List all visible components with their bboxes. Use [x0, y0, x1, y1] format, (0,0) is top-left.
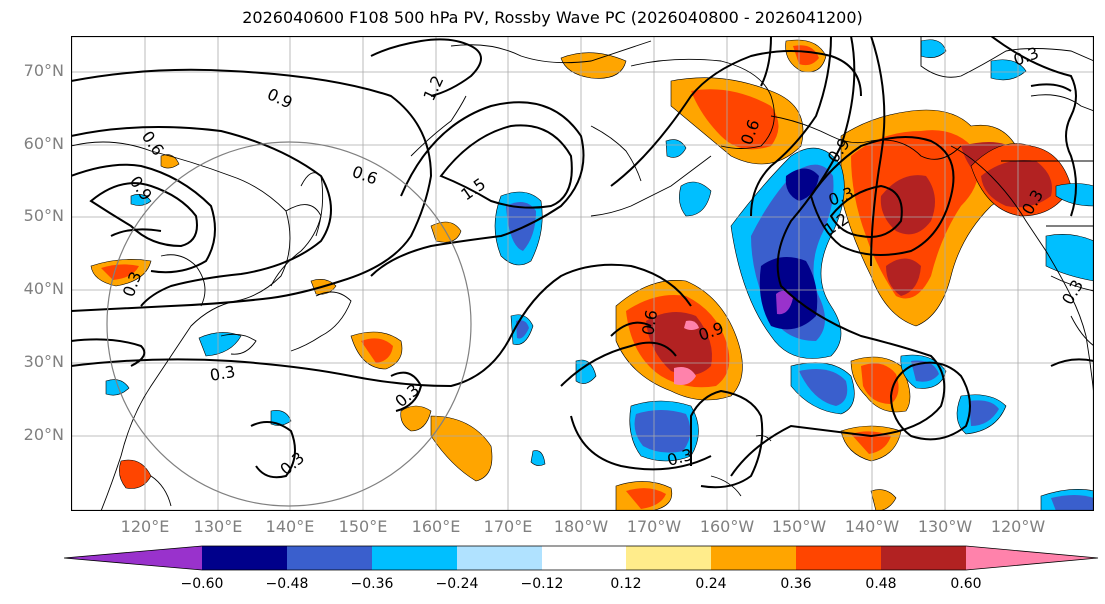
colorbar-outline [64, 545, 1099, 571]
graticule [71, 36, 1094, 511]
colorbar-segment [457, 546, 542, 570]
colorbar-tick-label: −0.48 [265, 576, 309, 592]
colorbar-extend-right [966, 546, 1098, 570]
colorbar-tick-label: −0.24 [435, 576, 479, 592]
lon-label-140e: 140°E [265, 517, 315, 536]
contour-label: 0.6 [638, 308, 661, 336]
colorbar-segment [881, 546, 966, 570]
pv-contours [71, 36, 1094, 489]
colorbar-tick-label: 0.24 [695, 576, 727, 592]
lat-label-30n: 30°N [23, 352, 64, 371]
lon-label-120w: 120°W [990, 517, 1046, 536]
range-circle [106, 141, 472, 507]
lon-label-130e: 130°E [193, 517, 243, 536]
lat-label-50n: 50°N [23, 206, 64, 225]
map-frame [71, 36, 1094, 511]
colorbar-tick-label: −0.12 [520, 576, 564, 592]
colorbar-tick-label: 0.36 [780, 576, 812, 592]
lon-label-150w: 150°W [771, 517, 827, 536]
lat-label-20n: 20°N [23, 425, 64, 444]
lat-label-70n: 70°N [23, 61, 64, 80]
contour-label: 0.3 [208, 362, 236, 385]
colorbar-segment [542, 546, 626, 570]
lon-label-180w: 180°W [553, 517, 609, 536]
map-panel: 0.9 0.6 0.9 1.2 0.6 1.5 0.3 0.3 0.3 0.6 … [71, 36, 1094, 511]
colorbar-segment [202, 546, 287, 570]
colorbar-segment [626, 546, 711, 570]
lat-label-40n: 40°N [23, 279, 64, 298]
map-title: 2026040600 F108 500 hPa PV, Rossby Wave … [242, 8, 863, 27]
lon-label-150e: 150°E [338, 517, 388, 536]
lon-label-120e: 120°E [120, 517, 170, 536]
colorbar-tick-label: 0.12 [610, 576, 642, 592]
colorbar-tick-label: −0.36 [350, 576, 394, 592]
lon-label-160w: 160°W [699, 517, 755, 536]
coastlines [71, 36, 1094, 511]
lon-label-140w: 140°W [844, 517, 900, 536]
colorbar-segment [796, 546, 881, 570]
colorbar-tick-label: 0.60 [950, 576, 982, 592]
colorbar-segment [711, 546, 796, 570]
colorbar-segment [372, 546, 457, 570]
lat-label-60n: 60°N [23, 134, 64, 153]
lon-label-170w: 170°W [626, 517, 682, 536]
lon-label-130w: 130°W [917, 517, 973, 536]
lon-label-170e: 170°E [483, 517, 533, 536]
colorbar [64, 545, 1099, 571]
colorbar-tick-label: −0.60 [180, 576, 224, 592]
colorbar-tick-label: 0.48 [865, 576, 897, 592]
colorbar-segment [287, 546, 372, 570]
colorbar-extend-left [64, 546, 202, 570]
lon-label-160e: 160°E [411, 517, 461, 536]
